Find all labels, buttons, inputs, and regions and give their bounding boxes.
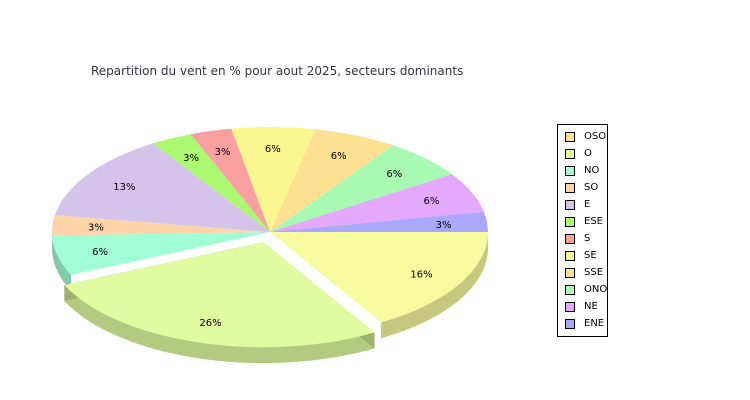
slice-label-ese: 3% bbox=[183, 153, 199, 164]
legend-label: E bbox=[584, 199, 591, 210]
legend-label: ESE bbox=[584, 216, 603, 227]
pie-tops bbox=[52, 127, 488, 348]
pie-side-oso bbox=[381, 232, 488, 339]
legend-swatch bbox=[565, 250, 575, 261]
legend-item-no: NO bbox=[565, 162, 607, 179]
legend-item-e: E bbox=[565, 196, 607, 213]
legend-item-ne: NE bbox=[565, 298, 607, 315]
legend-label: SO bbox=[584, 182, 599, 193]
legend-swatch bbox=[565, 284, 575, 295]
slice-label-ene: 3% bbox=[436, 220, 452, 231]
legend-item-se: SE bbox=[565, 247, 607, 264]
slice-label-ne: 6% bbox=[423, 196, 439, 207]
slice-label-sse: 6% bbox=[331, 151, 347, 162]
legend-label: NE bbox=[584, 301, 598, 312]
pie-slice-ono bbox=[270, 145, 452, 232]
pie-slice-se bbox=[231, 127, 316, 232]
slice-label-s: 3% bbox=[215, 147, 231, 158]
legend-item-o: O bbox=[565, 145, 607, 162]
slice-label-e: 13% bbox=[113, 182, 135, 193]
pie-side-no bbox=[52, 235, 72, 291]
legend-label: OSO bbox=[584, 131, 607, 142]
legend-swatch bbox=[565, 148, 575, 159]
legend-label: ONO bbox=[584, 284, 608, 295]
slice-label-oso: 16% bbox=[410, 270, 432, 281]
pie-slice-so bbox=[52, 215, 271, 236]
pie-slice-s bbox=[190, 128, 270, 232]
legend-swatch bbox=[565, 301, 575, 312]
chart-title: Repartition du vent en % pour aout 2025,… bbox=[91, 64, 464, 78]
legend-label: NO bbox=[584, 165, 600, 176]
slice-label-no: 6% bbox=[92, 247, 108, 258]
pie-slice-o bbox=[64, 242, 375, 348]
legend-swatch bbox=[565, 233, 575, 244]
legend-swatch bbox=[565, 199, 575, 210]
legend-label: SSE bbox=[584, 267, 604, 278]
legend-label: SE bbox=[584, 250, 597, 261]
slice-label-se: 6% bbox=[265, 144, 281, 155]
legend-swatch bbox=[565, 131, 575, 142]
slice-label-so: 3% bbox=[88, 223, 104, 234]
pie-side-o bbox=[64, 285, 375, 364]
legend-item-sse: SSE bbox=[565, 264, 607, 281]
legend-swatch bbox=[565, 182, 575, 193]
legend-swatch bbox=[565, 216, 575, 227]
legend-label: ENE bbox=[584, 318, 605, 329]
legend-item-s: S bbox=[565, 230, 607, 247]
legend-item-ese: ESE bbox=[565, 213, 607, 230]
legend-swatch bbox=[565, 318, 575, 329]
legend-label: O bbox=[584, 148, 592, 159]
legend: OSO O NO SO E ESE S SE SSE ONO NE ENE bbox=[557, 124, 608, 337]
slice-label-o: 26% bbox=[199, 318, 221, 329]
pie-slice-sse bbox=[270, 129, 393, 232]
slice-label-ono: 6% bbox=[386, 169, 402, 180]
legend-item-ono: ONO bbox=[565, 281, 607, 298]
pie-slice-e bbox=[54, 143, 270, 232]
pie-slice-ne bbox=[270, 174, 484, 232]
pie-slice-ene bbox=[270, 211, 488, 232]
pie-slice-no bbox=[52, 232, 271, 275]
legend-item-oso: OSO bbox=[565, 128, 607, 145]
legend-label: S bbox=[584, 233, 591, 244]
pie-slice-ese bbox=[152, 134, 270, 232]
legend-swatch bbox=[565, 267, 575, 278]
legend-swatch bbox=[565, 165, 575, 176]
pie-slice-oso bbox=[270, 232, 488, 323]
legend-item-so: SO bbox=[565, 179, 607, 196]
legend-item-ene: ENE bbox=[565, 315, 607, 332]
pie-labels: 16% 26% 6% 3% 13% 3% 3% 6% 6% 6% 6% 3% bbox=[88, 144, 451, 329]
